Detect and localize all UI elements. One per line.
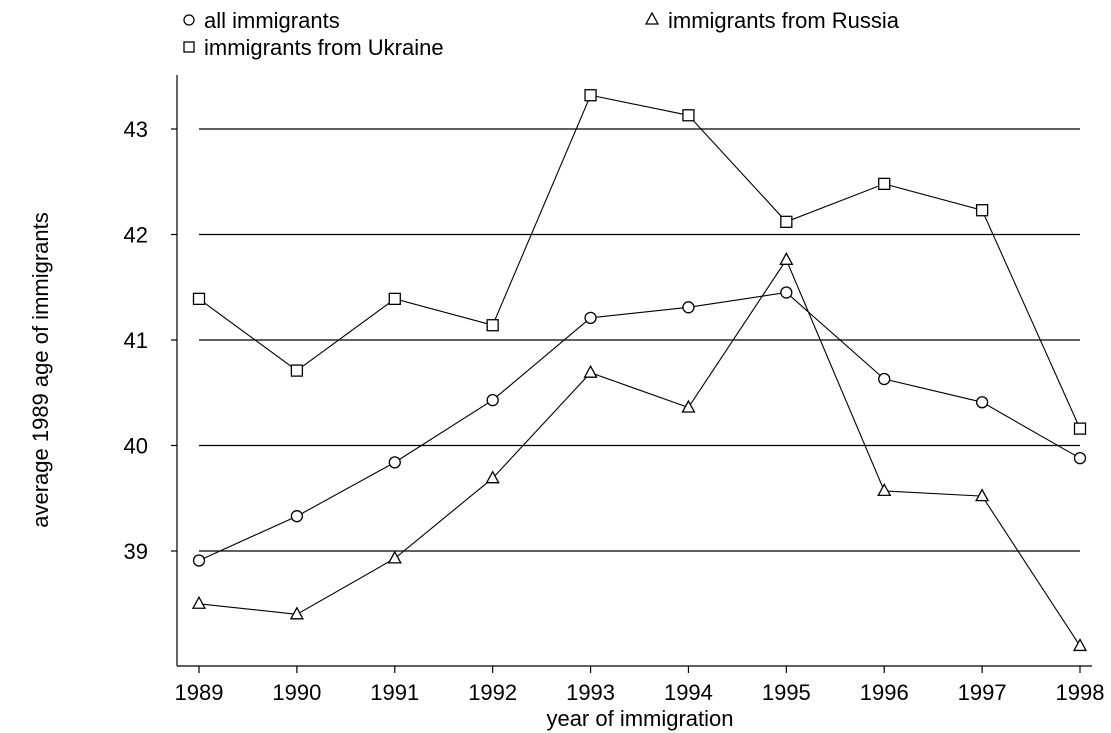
x-tick-label: 1995 (762, 680, 811, 705)
axes (176, 75, 1092, 667)
data-point-square (584, 89, 597, 102)
data-point-square (1073, 422, 1087, 435)
y-tick-label: 40 (124, 434, 148, 459)
legend-item-all-immigrants: all immigrants (183, 8, 340, 33)
x-tick-label: 1993 (566, 680, 615, 705)
data-point-triangle (387, 550, 402, 564)
data-point-circle (290, 510, 304, 523)
data-point-circle (878, 372, 891, 386)
legend-label: all immigrants (204, 8, 340, 33)
data-point-triangle (877, 483, 892, 497)
data-point-circle (682, 301, 695, 314)
series-line-immigrants-from-russia (198, 258, 1081, 647)
series-line-immigrants-from-ukraine (198, 94, 1081, 429)
data-point-triangle (583, 364, 598, 378)
y-tick-label: 41 (124, 328, 148, 353)
x-tick-label: 1996 (860, 680, 909, 705)
data-point-triangle (191, 595, 207, 609)
gridlines (199, 128, 1080, 552)
data-point-triangle (681, 399, 696, 413)
data-point-circle (486, 393, 499, 407)
data-point-circle (192, 554, 206, 567)
data-point-square (682, 109, 695, 122)
y-axis-title: average 1989 age of immigrants (28, 212, 53, 528)
series-lines (198, 94, 1081, 647)
data-point-square (878, 177, 891, 191)
data-point-circle (1073, 452, 1087, 465)
x-tick-label: 1997 (958, 680, 1007, 705)
x-tick-label: 1990 (272, 680, 321, 705)
data-point-square (975, 204, 989, 217)
legend-triangle-marker-icon (644, 11, 660, 25)
data-point-circle (388, 456, 401, 469)
data-point-triangle (289, 606, 304, 620)
legend-label: immigrants from Russia (668, 8, 900, 33)
legend: all immigrants immigrants from Russia im… (183, 8, 900, 60)
x-tick-label: 1989 (175, 680, 224, 705)
y-tick-label: 39 (124, 539, 148, 564)
y-tick-label: 43 (124, 117, 148, 142)
data-point-square (388, 292, 401, 306)
x-tick-label: 1992 (468, 680, 517, 705)
data-point-triangle (485, 470, 500, 484)
data-point-square (780, 215, 793, 228)
data-point-square (290, 364, 304, 377)
series-line-all-immigrants (198, 291, 1081, 562)
data-point-circle (780, 286, 793, 299)
data-point-square (192, 292, 206, 306)
legend-label: immigrants from Ukraine (204, 35, 444, 60)
data-point-triangle (779, 251, 794, 265)
data-point-triangle (1072, 638, 1088, 652)
legend-circle-marker-icon (183, 14, 195, 26)
data-point-circle (975, 396, 989, 409)
data-point-circle (584, 311, 597, 324)
data-markers (191, 89, 1088, 652)
y-tick-label: 42 (124, 223, 148, 248)
x-axis-ticks: 1989 1990 1991 1992 1993 1994 1995 1996 1997 1998 (175, 666, 1105, 705)
data-point-triangle (975, 488, 990, 502)
y-axis-ticks: 39 40 41 42 43 (124, 117, 177, 564)
x-tick-label: 1991 (370, 680, 419, 705)
legend-item-immigrants-from-ukraine: immigrants from Ukraine (183, 35, 444, 60)
x-axis-title: year of immigration (546, 706, 733, 731)
data-point-square (486, 319, 499, 332)
legend-item-immigrants-from-russia: immigrants from Russia (644, 8, 900, 33)
legend-square-marker-icon (183, 41, 195, 53)
x-tick-label: 1994 (664, 680, 713, 705)
x-tick-label: 1998 (1056, 680, 1105, 705)
